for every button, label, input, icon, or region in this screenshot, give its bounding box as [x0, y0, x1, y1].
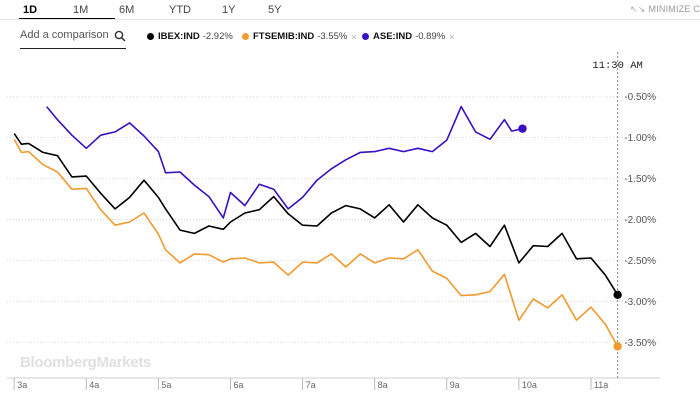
series-line-ftsemib [13, 138, 619, 347]
legend-name-ftsemib: FTSEMIB:IND [253, 31, 315, 42]
minimize-label: MINIMIZE C [648, 4, 700, 14]
legend-dot-ibex [147, 33, 154, 40]
legend-change-ase: -0.89% [415, 31, 446, 42]
x-tick-label: 11a [594, 380, 608, 390]
remove-ase-icon[interactable]: × [449, 31, 455, 42]
x-tick-label: 3a [17, 380, 27, 390]
search-icon[interactable] [114, 30, 126, 42]
range-tab-1m[interactable]: 1M [73, 4, 89, 16]
legend-change-ftsemib: -3.55% [317, 31, 348, 42]
x-tick-label: 4a [89, 380, 99, 390]
series-line-ase [46, 105, 523, 219]
legend-name-ase: ASE:IND [373, 31, 413, 42]
range-tab-1d[interactable]: 1D [23, 4, 38, 16]
y-tick-label: -2.00% [624, 215, 656, 226]
x-tick-label: 8a [378, 380, 388, 390]
x-tick-label: 9a [450, 380, 460, 390]
x-tick-label: 10a [522, 380, 537, 390]
minimize-chart-button[interactable]: ↖↘ MINIMIZE C [630, 4, 700, 15]
legend-item-ftsemib: FTSEMIB:IND -3.55% × [242, 31, 357, 42]
series-end-dot-ase [518, 124, 527, 133]
series-end-dot-ftsemib [613, 342, 622, 351]
y-tick-label: -1.50% [624, 174, 656, 185]
legend-dot-ase [362, 33, 369, 40]
legend-dot-ftsemib [242, 33, 249, 40]
remove-ftsemib-icon[interactable]: × [351, 31, 357, 42]
range-tab-6m[interactable]: 6M [119, 4, 135, 16]
y-tick-label: -1.00% [624, 133, 656, 144]
legend-item-ase: ASE:IND -0.89% × [362, 31, 454, 42]
series-line-ibex [13, 133, 619, 296]
legend-item-ibex: IBEX:IND -2.92% [147, 31, 233, 42]
comparison-search [20, 27, 126, 49]
y-tick-label: -3.00% [624, 297, 656, 308]
x-tick-label: 7a [306, 380, 316, 390]
legend-name-ibex: IBEX:IND [158, 31, 200, 42]
legend-change-ibex: -2.92% [202, 31, 233, 42]
current-time-label: 11:30 AM [592, 60, 642, 72]
comparison-search-input[interactable] [20, 29, 110, 41]
range-tab-1y[interactable]: 1Y [222, 4, 236, 16]
range-tab-ytd[interactable]: YTD [169, 4, 191, 16]
range-bar-divider [0, 19, 700, 20]
y-tick-label: -0.50% [624, 92, 656, 103]
series-end-dot-ibex [613, 290, 622, 299]
y-tick-label: -2.50% [624, 256, 656, 267]
minimize-arrows-icon: ↖↘ [630, 4, 646, 14]
y-tick-label: -3.50% [624, 338, 656, 349]
time-range-bar: 1D 1M 6M YTD 1Y 5Y ↖↘ MINIMIZE C [0, 0, 700, 20]
x-tick-label: 6a [233, 380, 243, 390]
range-tab-5y[interactable]: 5Y [268, 4, 282, 16]
x-tick-label: 5a [161, 380, 171, 390]
price-chart[interactable]: -0.50% -1.00% -1.50% -2.00% -2.50% -3.00% -3.5… [0, 52, 700, 403]
bloomberg-watermark: BloombergMarkets [20, 354, 152, 371]
